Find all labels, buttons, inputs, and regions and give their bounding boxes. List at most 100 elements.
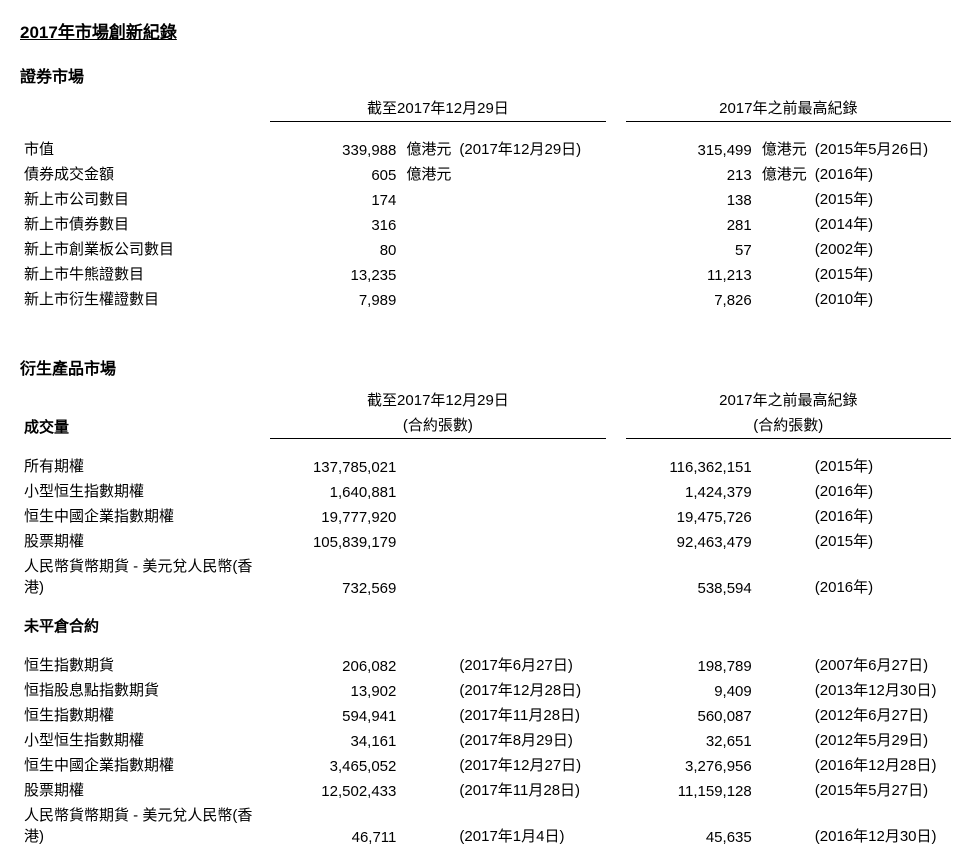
derivatives-header-right-2: (合約張數)	[626, 412, 951, 439]
row-val2: 1,424,379	[626, 478, 756, 503]
row-val2: 138	[626, 186, 756, 211]
row-unit1	[400, 528, 455, 553]
row-unit2	[756, 677, 811, 702]
row-date1: (2017年12月27日)	[455, 752, 605, 777]
row-label: 新上市公司數目	[20, 186, 270, 211]
row-unit2	[756, 802, 811, 848]
row-date2: (2015年)	[811, 453, 951, 478]
row-gap	[606, 652, 626, 677]
row-val2: 560,087	[626, 702, 756, 727]
row-val1: 13,902	[270, 677, 400, 702]
row-val2: 9,409	[626, 677, 756, 702]
row-label: 恒生中國企業指數期權	[20, 752, 270, 777]
row-gap	[606, 478, 626, 503]
row-date1	[455, 161, 605, 186]
table-row: 恒生中國企業指數期權19,777,92019,475,726(2016年)	[20, 503, 951, 528]
row-label: 恒生指數期權	[20, 702, 270, 727]
derivatives-header-row-1: 截至2017年12月29日 2017年之前最高紀錄	[20, 387, 951, 412]
row-val2: 11,213	[626, 261, 756, 286]
table-row: 恒生中國企業指數期權3,465,052(2017年12月27日)3,276,95…	[20, 752, 951, 777]
row-val1: 316	[270, 211, 400, 236]
row-val2: 3,276,956	[626, 752, 756, 777]
row-date2: (2015年5月26日)	[811, 136, 951, 161]
row-date2: (2016年12月30日)	[811, 802, 951, 848]
table-row: 人民幣貨幣期貨 - 美元兌人民幣(香港)732,569 538,594 (2016年…	[20, 553, 951, 599]
row-val2: 538,594	[626, 553, 756, 599]
row-val1: 7,989	[270, 286, 400, 311]
row-label: 恒指股息點指數期貨	[20, 677, 270, 702]
row-unit1	[400, 211, 455, 236]
row-unit1	[400, 677, 455, 702]
row-date1: (2017年11月28日)	[455, 777, 605, 802]
row-val1: 34,161	[270, 727, 400, 752]
row-val1: 80	[270, 236, 400, 261]
row-unit2	[756, 777, 811, 802]
row-gap	[606, 236, 626, 261]
row-label: 股票期權	[20, 777, 270, 802]
row-gap	[606, 453, 626, 478]
row-label: 市值	[20, 136, 270, 161]
table-row: 新上市牛熊證數目13,23511,213(2015年)	[20, 261, 951, 286]
row-date2: (2016年12月28日)	[811, 752, 951, 777]
row-unit1	[400, 802, 455, 848]
derivatives-header-right-1: 2017年之前最高紀錄	[626, 387, 951, 412]
row-label: 新上市衍生權證數目	[20, 286, 270, 311]
row-gap	[606, 702, 626, 727]
row-unit1	[400, 727, 455, 752]
row-val2: 92,463,479	[626, 528, 756, 553]
row-val1: 339,988	[270, 136, 400, 161]
row-label: 股票期權	[20, 528, 270, 553]
row-date2: (2016年)	[811, 553, 951, 599]
row-label: 新上市牛熊證數目	[20, 261, 270, 286]
row-unit1	[400, 652, 455, 677]
table-row: 市值339,988億港元(2017年12月29日)315,499億港元(2015…	[20, 136, 951, 161]
row-val2: 213	[626, 161, 756, 186]
row-val1: 137,785,021	[270, 453, 400, 478]
oi-label: 未平倉合約	[20, 613, 270, 638]
row-val2: 315,499	[626, 136, 756, 161]
row-unit2	[756, 261, 811, 286]
row-unit1	[400, 286, 455, 311]
row-gap	[606, 211, 626, 236]
row-unit1	[400, 453, 455, 478]
row-gap	[606, 777, 626, 802]
row-date1: (2017年12月28日)	[455, 677, 605, 702]
row-unit2	[756, 286, 811, 311]
row-date2: (2016年)	[811, 503, 951, 528]
table-row: 所有期權137,785,021116,362,151(2015年)	[20, 453, 951, 478]
row-unit2: 億港元	[756, 161, 811, 186]
row-date1	[455, 453, 605, 478]
row-val1: 732,569	[270, 553, 400, 599]
derivatives-section-label: 衍生產品市場	[20, 355, 951, 379]
row-date2: (2015年5月27日)	[811, 777, 951, 802]
row-date2: (2012年6月27日)	[811, 702, 951, 727]
row-label: 人民幣貨幣期貨 - 美元兌人民幣(香港)	[20, 553, 270, 599]
row-gap	[606, 503, 626, 528]
row-unit2	[756, 453, 811, 478]
row-unit1	[400, 752, 455, 777]
row-unit1	[400, 261, 455, 286]
row-unit1	[400, 702, 455, 727]
row-val2: 116,362,151	[626, 453, 756, 478]
derivatives-header-left-2: (合約張數)	[270, 412, 605, 439]
row-label: 恒生指數期貨	[20, 652, 270, 677]
row-unit2	[756, 652, 811, 677]
row-date1	[455, 528, 605, 553]
row-label: 新上市債券數目	[20, 211, 270, 236]
row-val1: 13,235	[270, 261, 400, 286]
row-date2: (2007年6月27日)	[811, 652, 951, 677]
table-row: 新上市債券數目316281(2014年)	[20, 211, 951, 236]
row-unit2	[756, 236, 811, 261]
table-row: 債券成交金額605億港元213億港元(2016年)	[20, 161, 951, 186]
table-row: 新上市創業板公司數目8057(2002年)	[20, 236, 951, 261]
row-unit1	[400, 503, 455, 528]
table-row: 小型恒生指數期權34,161(2017年8月29日)32,651(2012年5月…	[20, 727, 951, 752]
row-val2: 198,789	[626, 652, 756, 677]
row-val2: 57	[626, 236, 756, 261]
table-row: 恒生指數期權594,941(2017年11月28日)560,087(2012年6…	[20, 702, 951, 727]
row-date1	[455, 286, 605, 311]
row-unit2	[756, 186, 811, 211]
row-date2: (2014年)	[811, 211, 951, 236]
row-val2: 32,651	[626, 727, 756, 752]
table-row: 恒指股息點指數期貨13,902(2017年12月28日)9,409(2013年1…	[20, 677, 951, 702]
